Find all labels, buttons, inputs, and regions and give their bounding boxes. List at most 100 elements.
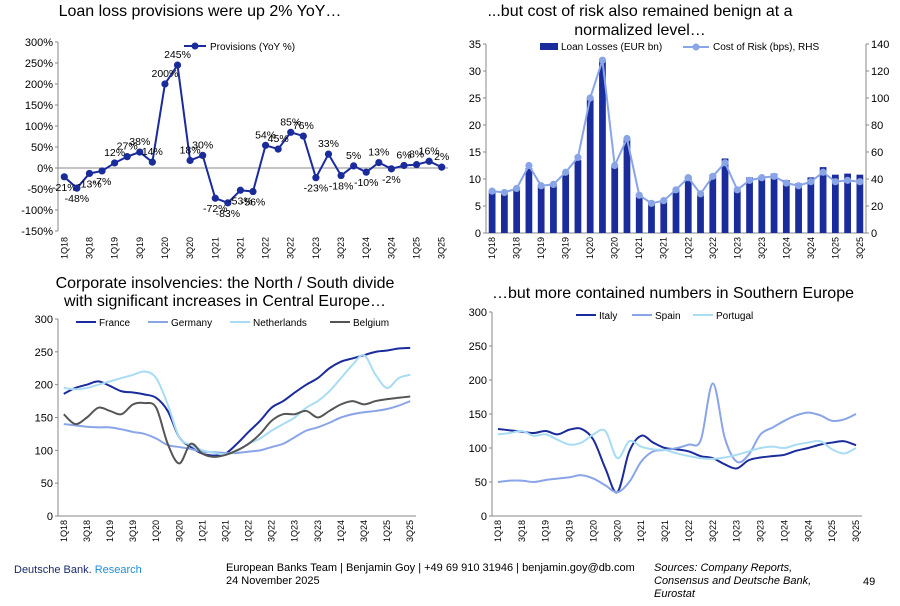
- x-tick-label: 1Q22: [244, 520, 254, 542]
- brand-sub: Research: [91, 564, 142, 576]
- chart3-title-line1: Corporate insolvencies: the North / Sout…: [55, 275, 395, 292]
- provisions-data-label: 54%: [255, 129, 276, 141]
- cost-of-risk-point: [549, 180, 558, 188]
- y-tick-label: 50: [41, 478, 53, 490]
- legend-marker-provisions: [191, 42, 199, 50]
- provisions-data-label: 45%: [268, 133, 289, 145]
- y-tick-label: 200: [35, 380, 53, 392]
- provisions-data-label: 245%: [164, 49, 191, 61]
- provisions-data-label: 85%: [280, 116, 301, 128]
- cost-of-risk-point: [770, 172, 778, 180]
- provisions-point: [274, 145, 282, 153]
- loan-losses-bar: [525, 168, 533, 233]
- provisions-point: [224, 199, 232, 207]
- provisions-point: [186, 156, 194, 165]
- y-tick-label: 150%: [25, 100, 53, 112]
- x-tick-label: 1Q23: [732, 520, 742, 542]
- loan-losses-bar: [623, 138, 631, 233]
- legend-label-france: France: [99, 318, 131, 329]
- loan-losses-bar: [795, 183, 802, 233]
- cost-of-risk-point: [513, 184, 521, 193]
- x-tick-label: 1Q24: [361, 237, 371, 259]
- loan-losses-bar: [697, 192, 704, 233]
- y-right-tick-label: 140: [871, 39, 889, 51]
- sources-line3: Eurostat: [654, 588, 695, 600]
- y-tick-label: 0%: [37, 163, 53, 175]
- sources-line1: Sources: Company Reports,: [654, 562, 793, 574]
- cost-of-risk-point: [696, 190, 705, 198]
- provisions-point: [337, 171, 345, 180]
- provisions-point: [400, 161, 408, 170]
- provisions-point: [287, 128, 295, 136]
- x-tick-label: 1Q25: [827, 520, 837, 542]
- loan-losses-bar: [831, 174, 839, 233]
- provisions-point: [324, 150, 333, 158]
- x-tick-label: 3Q25: [851, 520, 861, 542]
- provisions-point: [211, 194, 219, 202]
- loan-losses-bar: [856, 174, 864, 233]
- x-tick-label: 1Q22: [684, 520, 694, 542]
- provisions-data-label: 33%: [318, 138, 339, 150]
- x-tick-label: 1Q24: [336, 520, 346, 542]
- y-tick-label: -100%: [21, 205, 53, 217]
- loan-losses-bar: [672, 188, 680, 233]
- y-tick-label: 300: [469, 307, 487, 319]
- x-tick-label: 3Q24: [803, 520, 813, 542]
- loan-losses-bar: [550, 184, 557, 233]
- legend-marker-cost-of-risk: [692, 43, 700, 51]
- chart3-title-line2: with significant increases in Central Eu…: [64, 293, 386, 310]
- provisions-data-label: -53%: [228, 195, 253, 207]
- provisions-point: [199, 151, 207, 159]
- x-tick-label: 1Q18: [493, 520, 503, 542]
- loan-losses-bar: [770, 173, 778, 233]
- cost-of-risk-point: [500, 188, 508, 197]
- provisions-data-label: 5%: [346, 150, 361, 162]
- provisions-point: [123, 153, 131, 161]
- cost-of-risk-point: [794, 182, 803, 190]
- x-tick-label: 3Q18: [517, 520, 527, 542]
- provisions-data-label: -56%: [241, 197, 266, 209]
- provisions-data-label: -48%: [65, 193, 90, 205]
- cost-of-risk-point: [745, 176, 754, 184]
- y-tick-label: 250: [35, 347, 53, 359]
- loan-losses-bar: [782, 180, 790, 233]
- x-tick-label: 3Q18: [512, 237, 522, 259]
- x-tick-label: 1Q21: [634, 237, 644, 259]
- y-tick-label: 200: [469, 375, 487, 387]
- cost-of-risk-point: [672, 186, 680, 194]
- loan-losses-bar: [844, 173, 851, 233]
- x-tick-label: 3Q22: [267, 520, 277, 542]
- y-tick-label: 300%: [25, 37, 53, 49]
- x-tick-label: 3Q18: [82, 520, 92, 542]
- sources-note: Sources: Company Reports, Consensus and …: [654, 562, 811, 601]
- y-left-tick-label: 20: [469, 120, 481, 132]
- x-tick-label: 1Q18: [59, 520, 69, 542]
- provisions-data-label: -2%: [382, 174, 401, 186]
- x-tick-label: 3Q21: [660, 520, 670, 542]
- provisions-point: [136, 148, 144, 156]
- x-tick-label: 1Q18: [487, 237, 497, 259]
- team-line: European Banks Team | Benjamin Goy | +49…: [226, 562, 635, 574]
- loan-losses-bar: [709, 174, 717, 233]
- y-tick-label: 0: [481, 511, 487, 523]
- loan-losses-bar: [574, 160, 582, 233]
- series-line-belgium: [63, 395, 411, 465]
- provisions-data-label: -18%: [329, 181, 354, 193]
- y-right-tick-label: 120: [871, 66, 889, 78]
- x-tick-label: 1Q22: [261, 237, 271, 259]
- x-tick-label: 3Q19: [135, 237, 145, 259]
- y-tick-label: 100: [35, 445, 53, 457]
- x-tick-label: 1Q25: [830, 237, 840, 259]
- legend-label-portugal: Portugal: [716, 311, 753, 322]
- cost-of-risk-point: [623, 134, 631, 143]
- legend-label-cost-of-risk: Cost of Risk (bps), RHS: [713, 42, 819, 53]
- y-tick-label: 150: [35, 413, 53, 425]
- x-tick-label: 3Q24: [359, 520, 369, 542]
- x-tick-label: 3Q22: [708, 520, 718, 542]
- provisions-data-label: 13%: [368, 147, 389, 159]
- cost-of-risk-point: [574, 153, 582, 161]
- x-tick-label: 3Q23: [757, 237, 767, 259]
- provisions-point: [148, 158, 156, 166]
- chart2-title-line1: ...but cost of risk also remained benign…: [487, 3, 793, 20]
- x-tick-label: 3Q19: [128, 520, 138, 542]
